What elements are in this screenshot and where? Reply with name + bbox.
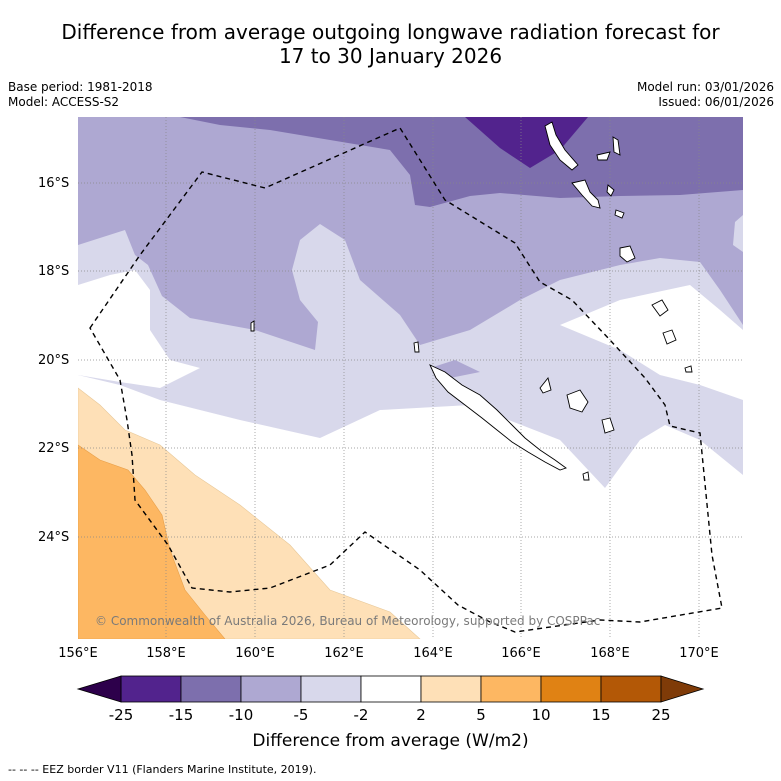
lifou-island <box>539 377 552 394</box>
map-title: Difference from average outgoing longwav… <box>0 20 781 68</box>
lat-label-24s: 24°S <box>38 530 70 545</box>
eez-legend: -- -- -- EEZ border V11 (Flanders Marine… <box>8 763 317 776</box>
isle-of-pines <box>582 471 590 481</box>
colorbar-segment <box>600 675 662 703</box>
lon-label-158e: 158°E <box>146 646 186 661</box>
colorbar-segment <box>480 675 542 703</box>
loyalty-outlier-2 <box>662 329 677 345</box>
loyalty-outlier-3 <box>684 365 693 373</box>
cbar-label-minus-5: -5 <box>293 706 309 724</box>
issued-date: Issued: 06/01/2026 <box>658 95 774 109</box>
vanuatu-south-island <box>619 245 636 263</box>
colorbar-title: Difference from average (W/m2) <box>252 731 529 751</box>
vanuatu-island-6 <box>614 209 625 219</box>
band-minus-15 <box>180 117 743 207</box>
lat-label-18s: 18°S <box>38 264 70 279</box>
cbar-label-2: 2 <box>416 706 426 724</box>
copyright-notice: © Commonwealth of Australia 2026, Bureau… <box>95 614 601 628</box>
vanuatu-island-3 <box>612 136 621 156</box>
band-minus-25 <box>465 117 588 168</box>
colorbar-segment <box>360 675 422 703</box>
cbar-label-15: 15 <box>591 706 611 724</box>
cbar-label-minus-25: -25 <box>108 706 134 724</box>
new-caledonia-island <box>429 364 567 471</box>
base-period: Base period: 1981-2018 <box>8 80 153 94</box>
loyalty-outlier-1 <box>651 299 669 317</box>
neutral-pocket-east <box>560 285 743 400</box>
model-run: Model run: 03/01/2026 <box>636 80 774 94</box>
lon-label-170e: 170°E <box>679 646 719 661</box>
coastlines <box>250 121 693 481</box>
lon-label-160e: 160°E <box>235 646 275 661</box>
meta-right: Model run: 03/01/2026 Issued: 06/01/2026 <box>637 80 774 110</box>
reef-island <box>413 341 420 353</box>
title-line-2: 17 to 30 January 2026 <box>278 44 503 68</box>
lon-label-168e: 168°E <box>590 646 630 661</box>
cbar-label-5: 5 <box>476 706 486 724</box>
cbar-label-minus-10: -10 <box>228 706 254 724</box>
loyalty-island <box>566 389 589 413</box>
mare-island <box>601 417 615 434</box>
colorbar-segment <box>240 675 302 703</box>
lon-label-166e: 166°E <box>501 646 541 661</box>
small-light-patch-east <box>733 215 743 252</box>
cbar-label-25: 25 <box>651 706 671 724</box>
lon-label-164e: 164°E <box>413 646 453 661</box>
colorbar-segment <box>300 675 362 703</box>
colorbar-segment <box>180 675 242 703</box>
colorbar-segment <box>120 675 182 703</box>
vanuatu-island-2 <box>596 151 611 161</box>
colorbar-under-arrow <box>76 675 122 703</box>
neutral-pocket-west <box>78 270 200 388</box>
lat-label-16s: 16°S <box>38 176 70 191</box>
lon-label-162e: 162°E <box>324 646 364 661</box>
meta-left: Base period: 1981-2018 Model: ACCESS-S2 <box>8 80 153 110</box>
colorbar-segment <box>420 675 482 703</box>
lon-label-156e: 156°E <box>58 646 98 661</box>
model-name: Model: ACCESS-S2 <box>8 95 120 109</box>
lat-label-20s: 20°S <box>38 353 70 368</box>
colorbar-over-arrow <box>660 675 705 703</box>
eez-border <box>89 127 723 633</box>
vanuatu-island-5 <box>606 184 615 197</box>
cbar-label-minus-2: -2 <box>353 706 369 724</box>
anomaly-field <box>78 117 743 639</box>
chesterfield-island <box>250 320 255 332</box>
colorbar-segments <box>120 675 662 703</box>
vanuatu-island-4 <box>571 179 601 209</box>
cbar-label-10: 10 <box>531 706 551 724</box>
cbar-label-minus-15: -15 <box>168 706 194 724</box>
lat-label-22s: 22°S <box>38 441 70 456</box>
title-line-1: Difference from average outgoing longwav… <box>61 20 720 44</box>
vanuatu-north-island <box>544 121 579 171</box>
colorbar-segment <box>540 675 602 703</box>
